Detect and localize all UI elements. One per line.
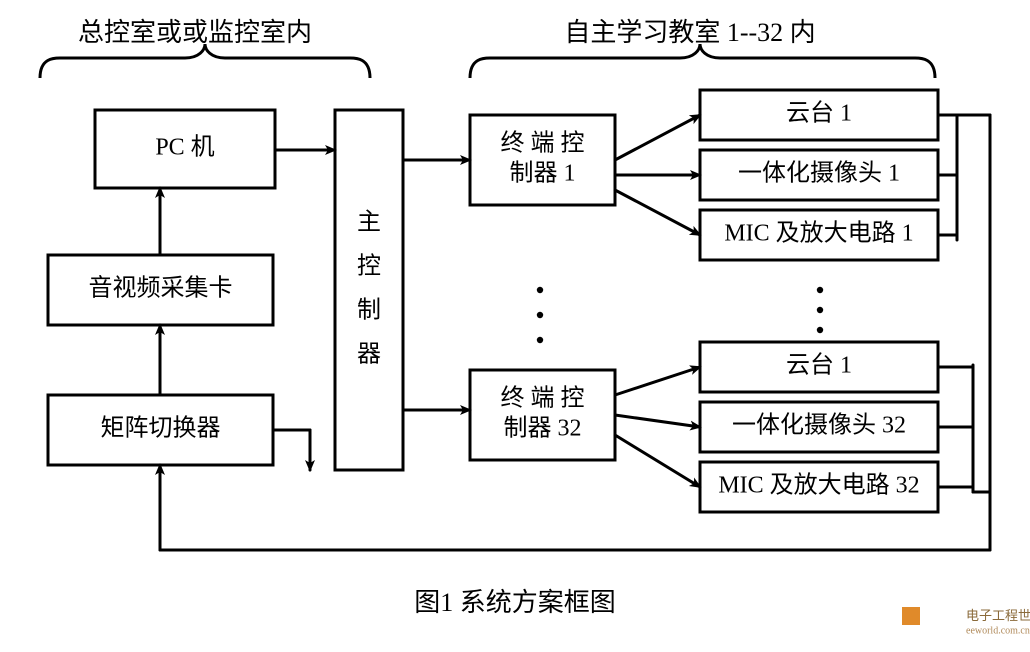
- svg-text:终 端 控: 终 端 控: [501, 385, 585, 412]
- svg-text:音视频采集卡: 音视频采集卡: [89, 275, 233, 302]
- box-main: [335, 110, 403, 470]
- watermark-icon: [902, 607, 920, 625]
- title-control-room: 总控室或或监控室内: [78, 18, 312, 47]
- ellipsis-dot: [817, 307, 823, 313]
- svg-text:MIC 及放大电路 32: MIC 及放大电路 32: [718, 472, 919, 499]
- system-block-diagram: 总控室或或监控室内 自主学习教室 1--32 内 PC 机音视频采集卡矩阵切换器 主控…: [0, 0, 1030, 652]
- svg-text:终 端 控: 终 端 控: [501, 130, 585, 157]
- svg-text:一体化摄像头 1: 一体化摄像头 1: [738, 160, 900, 187]
- svg-text:矩阵切换器: 矩阵切换器: [101, 415, 221, 442]
- svg-text:MIC 及放大电路 1: MIC 及放大电路 1: [724, 220, 913, 247]
- figure-caption: 图1 系统方案框图: [414, 588, 616, 617]
- svg-text:PC 机: PC 机: [155, 134, 214, 161]
- diagram-layer: 总控室或或监控室内 自主学习教室 1--32 内 PC 机音视频采集卡矩阵切换器 主控…: [0, 0, 1030, 652]
- ellipsis-dot: [537, 287, 543, 293]
- svg-text:制器 1: 制器 1: [510, 160, 576, 187]
- ellipsis-dot: [537, 337, 543, 343]
- title-classroom: 自主学习教室 1--32 内: [564, 18, 815, 47]
- svg-text:控: 控: [357, 253, 381, 280]
- svg-text:制: 制: [357, 297, 381, 324]
- watermark-text: 电子工程世界: [966, 608, 1030, 623]
- svg-text:主: 主: [357, 209, 381, 236]
- svg-text:云台 1: 云台 1: [786, 352, 852, 379]
- ellipsis-dot: [817, 327, 823, 333]
- svg-text:云台 1: 云台 1: [786, 100, 852, 127]
- svg-text:器: 器: [357, 342, 381, 368]
- ellipsis-dot: [537, 312, 543, 318]
- ellipsis-dot: [817, 287, 823, 293]
- svg-text:一体化摄像头 32: 一体化摄像头 32: [732, 412, 906, 439]
- svg-text:制器 32: 制器 32: [504, 415, 582, 442]
- watermark-subtext: eeworld.com.cn: [966, 625, 1030, 636]
